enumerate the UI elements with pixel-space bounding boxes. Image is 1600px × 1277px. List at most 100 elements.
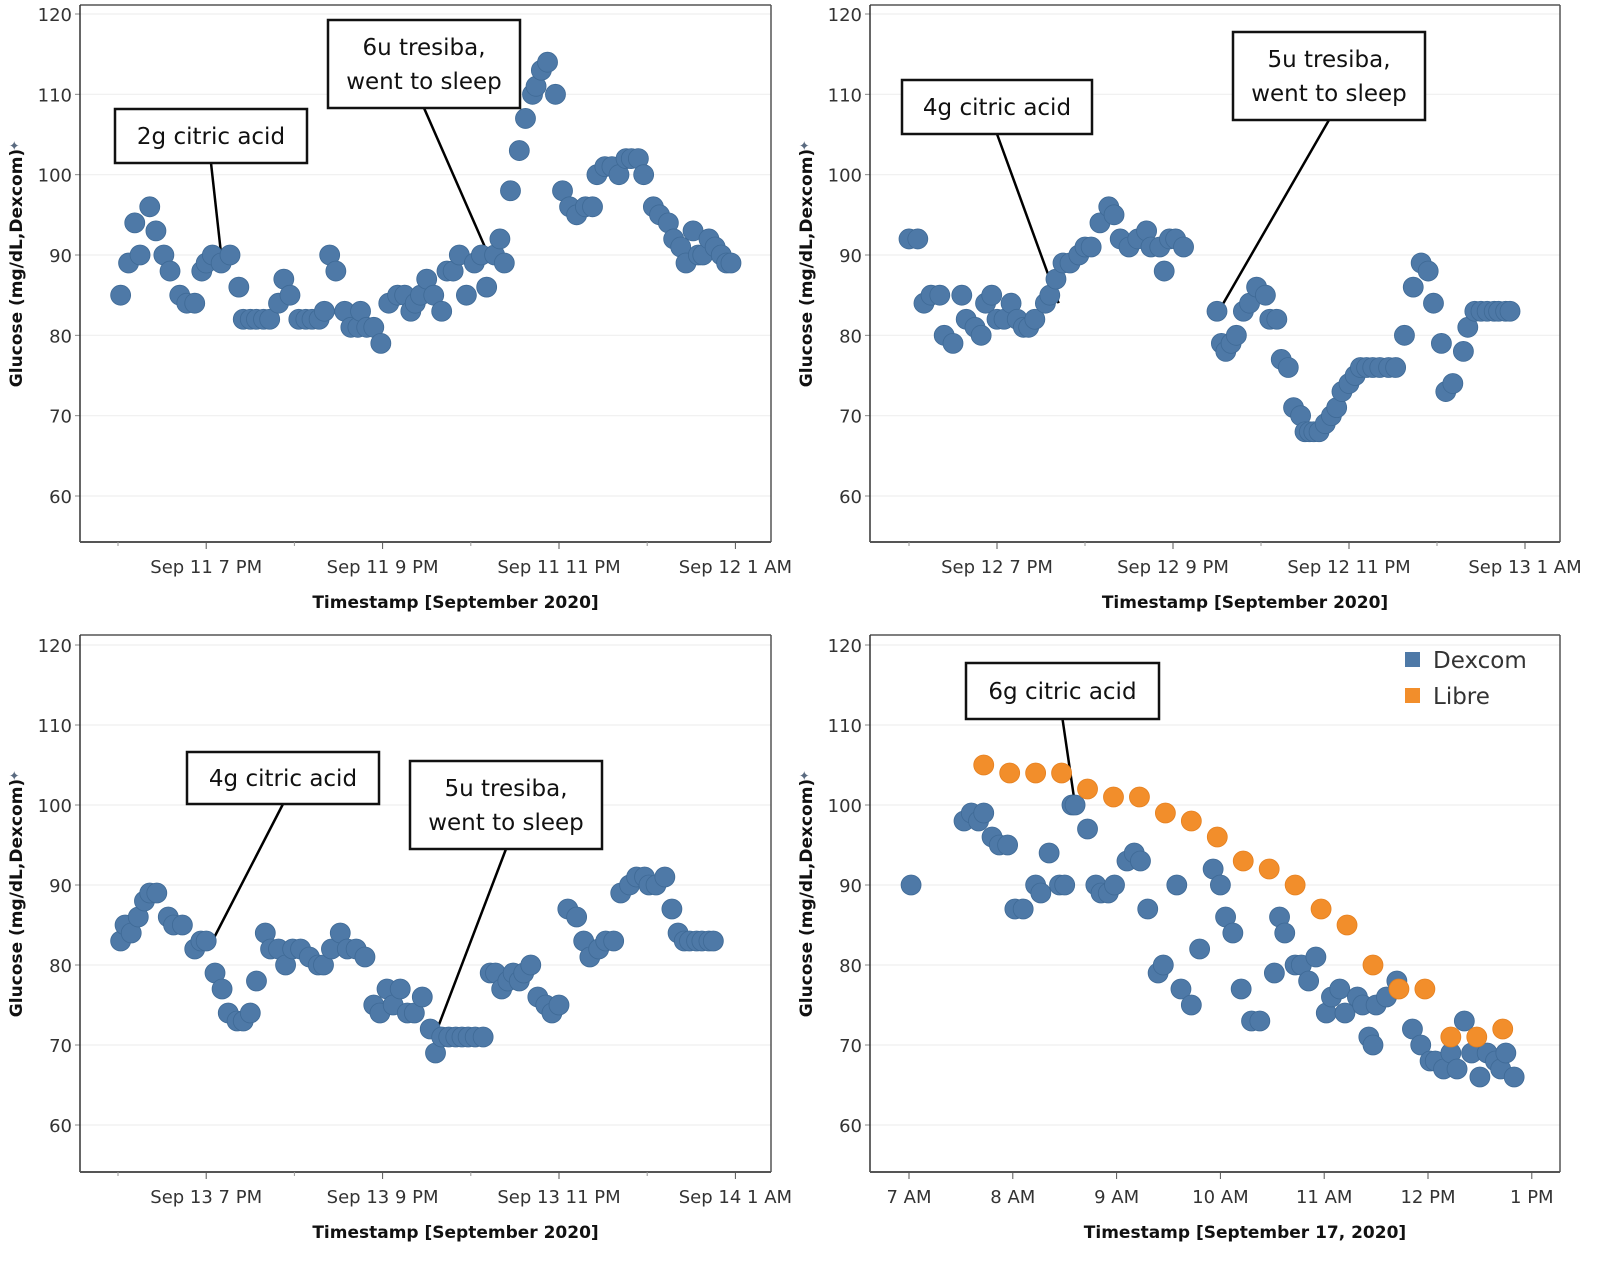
data-point [354, 946, 376, 968]
x-tick-label: Sep 12 7 PM [941, 557, 1053, 578]
data-point [411, 986, 433, 1008]
legend-swatch [1405, 652, 1420, 667]
data-point [211, 978, 233, 1000]
data-point [999, 762, 1021, 784]
y-axis-title: Glucose (mg/dL,Dexcom) [7, 149, 27, 387]
series-dexcom [110, 866, 724, 1064]
data-point [1431, 332, 1452, 354]
data-point [1329, 978, 1351, 1000]
series-libre [973, 754, 1514, 1048]
data-point [633, 164, 655, 186]
data-point [548, 994, 570, 1016]
annotation-text: went to sleep [1251, 81, 1407, 107]
y-tick-label: 110 [38, 85, 72, 106]
data-point [1064, 794, 1086, 816]
x-axis-title: Timestamp [September 2020] [1102, 593, 1388, 613]
data-point [159, 260, 181, 282]
data-point [1492, 1018, 1514, 1040]
data-point [1012, 898, 1034, 920]
data-point [1030, 882, 1052, 904]
data-point [489, 228, 511, 250]
data-point [1166, 874, 1188, 896]
data-point [1103, 786, 1124, 808]
y-tick-label: 80 [49, 956, 72, 977]
data-point [1499, 300, 1521, 322]
annotation-text: 6u tresiba, [362, 35, 485, 61]
data-point [313, 300, 335, 322]
annotation-text: 6g citric acid [988, 679, 1136, 705]
annotation-box [113, 107, 309, 165]
data-point [970, 324, 992, 346]
data-point [1440, 1026, 1462, 1048]
annotation: 5u tresiba, went to sleep [1231, 30, 1427, 122]
x-tick-label: Sep 12 11 PM [1287, 557, 1410, 578]
annotation-box [185, 750, 381, 806]
data-point [1258, 858, 1280, 880]
data-point [1170, 978, 1192, 1000]
annotation-text: 5u tresiba, [1267, 47, 1390, 73]
data-point [537, 51, 558, 73]
chart-panel-1: 60 70 80 90 100 110 120 Sep 11 7 PM Sep 11 9 PM S… [7, 4, 792, 613]
y-tick-label: 120 [828, 636, 862, 657]
annotation: 4g citric acid [900, 78, 1094, 136]
y-tick-label: 60 [839, 1116, 862, 1137]
y-tick-label: 60 [49, 1116, 72, 1137]
data-point [1130, 850, 1151, 872]
annotation: 5u tresiba, went to sleep [408, 759, 604, 851]
data-point [1232, 850, 1254, 872]
data-point [508, 140, 530, 161]
data-point [1077, 778, 1098, 800]
data-point [1103, 204, 1125, 226]
pin-icon: ✦ [798, 770, 813, 781]
y-tick-label: 80 [49, 326, 72, 347]
data-point [1469, 1066, 1491, 1088]
y-tick-label: 70 [49, 407, 72, 428]
data-point [1453, 340, 1474, 362]
data-point [1180, 994, 1202, 1016]
x-tick-label: Sep 12 9 PM [1117, 557, 1229, 578]
annotation-text: 5u tresiba, [444, 776, 567, 802]
y-tick-label: 60 [49, 487, 72, 508]
y-tick-label: 90 [49, 876, 72, 897]
annotation-connector [1217, 119, 1331, 312]
pin-icon: ✦ [8, 770, 23, 781]
data-point [981, 284, 1003, 306]
y-tick-label: 90 [839, 876, 862, 897]
data-point [228, 276, 250, 298]
data-point [239, 1002, 261, 1024]
data-point [1385, 357, 1407, 378]
x-tick-label: 9 AM [1094, 1187, 1139, 1208]
data-point [246, 970, 267, 992]
x-tick-label: 12 PM [1400, 1187, 1455, 1208]
data-point [279, 284, 301, 306]
data-point [1024, 308, 1046, 330]
x-tick-label: Sep 13 7 PM [150, 1187, 262, 1208]
y-tick-label: 90 [49, 246, 72, 267]
x-tick-label: 8 AM [990, 1187, 1035, 1208]
x-tick-label: Sep 14 1 AM [679, 1187, 792, 1208]
data-point [1277, 357, 1299, 378]
chart-panel-4: 60 70 80 90 100 110 120 7 AM 8 AM 9 AM 10 AM 11 AM 1… [797, 634, 1561, 1243]
data-point [1153, 260, 1175, 282]
y-axis-title: Glucose (mg/dL,Dexcom) [797, 149, 817, 387]
data-point [520, 954, 542, 976]
data-point [1442, 373, 1464, 394]
data-point [145, 220, 167, 242]
data-point [582, 196, 603, 218]
data-point [1038, 842, 1060, 864]
legend-label: Libre [1433, 684, 1490, 710]
data-point [1104, 874, 1125, 896]
data-point [1249, 1010, 1271, 1032]
y-tick-label: 100 [38, 796, 72, 817]
data-point [997, 834, 1019, 856]
x-axis-title: Timestamp [September 2020] [312, 593, 598, 613]
data-point [1154, 802, 1176, 824]
legend-swatch [1405, 688, 1420, 703]
data-point [500, 180, 521, 202]
data-point [1051, 762, 1072, 784]
data-point [1080, 236, 1102, 258]
data-point [1310, 898, 1332, 920]
data-point [476, 276, 498, 298]
data-point [1446, 1058, 1468, 1080]
data-point [370, 332, 392, 354]
